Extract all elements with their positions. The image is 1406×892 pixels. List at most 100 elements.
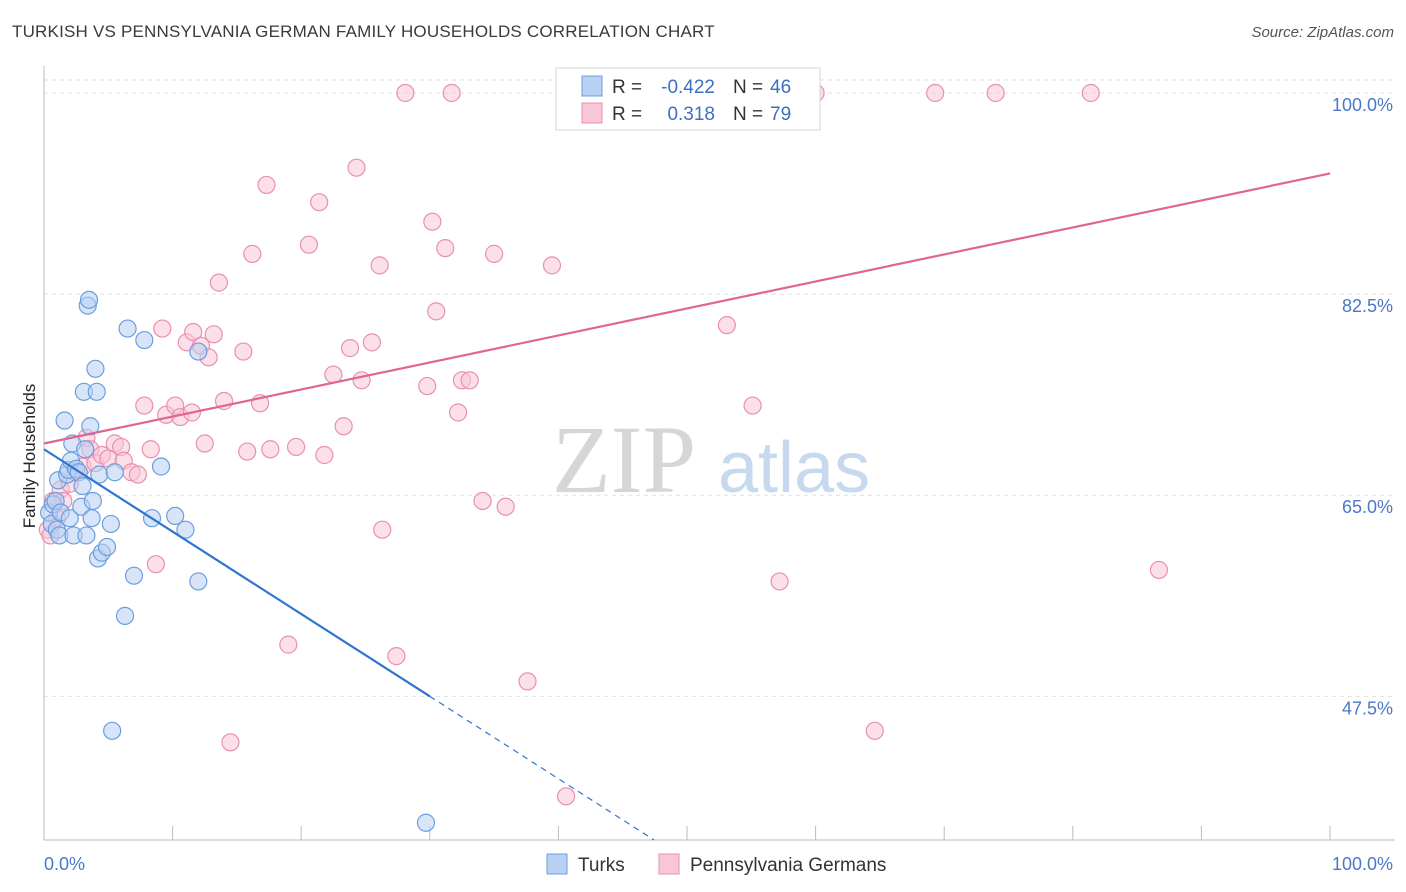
point-pennsylvania-germans bbox=[243, 244, 262, 263]
point-pennsylvania-germans bbox=[257, 175, 276, 195]
point-pennsylvania-germans bbox=[286, 437, 306, 457]
point-pennsylvania-germans bbox=[340, 339, 360, 358]
point-turks bbox=[82, 509, 101, 528]
legend-bottom-swatch-turks bbox=[546, 853, 568, 875]
y-tick-label: 100.0% bbox=[1332, 95, 1393, 115]
point-pennsylvania-germans bbox=[865, 721, 884, 740]
point-pennsylvania-germans bbox=[418, 376, 437, 396]
point-turks bbox=[189, 572, 208, 591]
legend-swatch-pg bbox=[581, 102, 603, 124]
legend-series: Turks Pennsylvania Germans bbox=[546, 853, 886, 876]
legend-n-value-turks: 46 bbox=[770, 77, 791, 98]
point-turks bbox=[101, 514, 120, 534]
chart-title: TURKISH VS PENNSYLVANIA GERMAN FAMILY HO… bbox=[12, 22, 715, 41]
axes: 47.5% 65.0% 82.5% 100.0% 0.0% 100.0% bbox=[43, 66, 1395, 874]
y-tick-label: 82.5% bbox=[1342, 296, 1393, 316]
point-pennsylvania-germans bbox=[209, 273, 228, 292]
point-pennsylvania-germans bbox=[195, 434, 214, 453]
point-pennsylvania-germans bbox=[1081, 83, 1100, 103]
point-pennsylvania-germans bbox=[141, 440, 160, 459]
point-pennsylvania-germans bbox=[448, 403, 468, 422]
point-pennsylvania-germans bbox=[770, 572, 789, 591]
point-turks bbox=[166, 506, 185, 526]
watermark-zip: ZIP bbox=[552, 406, 696, 513]
point-pennsylvania-germans bbox=[460, 371, 479, 390]
point-pennsylvania-germans bbox=[423, 212, 442, 231]
watermark: ZIP atlas bbox=[552, 406, 870, 513]
point-turks bbox=[189, 342, 208, 361]
point-turks bbox=[73, 476, 92, 496]
trend-line-pennsylvania-germans bbox=[43, 172, 1331, 445]
point-turks bbox=[115, 606, 135, 625]
point-pennsylvania-germans bbox=[221, 733, 240, 752]
legend-swatch-turks bbox=[581, 75, 603, 97]
point-pennsylvania-germans bbox=[334, 417, 353, 436]
point-pennsylvania-germans bbox=[128, 465, 147, 484]
legend-bottom-label-pg: Pennsylvania Germans bbox=[690, 855, 886, 876]
legend-stats: R = -0.422 N = 46 R = 0.318 N = 79 bbox=[555, 67, 821, 131]
point-pennsylvania-germans bbox=[299, 235, 319, 254]
trend-lines bbox=[43, 172, 1331, 841]
chart-source: Source: ZipAtlas.com bbox=[1251, 24, 1394, 41]
point-pennsylvania-germans bbox=[347, 158, 366, 177]
legend-n-label-pg: N = bbox=[733, 104, 763, 125]
grid-lines bbox=[44, 79, 1395, 697]
point-turks bbox=[87, 382, 106, 401]
y-tick-label: 47.5% bbox=[1342, 698, 1393, 718]
point-turks bbox=[118, 319, 137, 338]
point-pennsylvania-germans bbox=[352, 371, 371, 390]
point-turks bbox=[124, 566, 144, 585]
point-pennsylvania-germans bbox=[436, 239, 455, 258]
point-turks bbox=[79, 290, 99, 309]
point-pennsylvania-germans bbox=[315, 445, 334, 465]
point-pennsylvania-germans bbox=[387, 647, 406, 666]
legend-r-label-turks: R = bbox=[612, 77, 642, 98]
point-turks bbox=[86, 359, 105, 378]
point-pennsylvania-germans bbox=[427, 302, 446, 321]
point-turks bbox=[60, 509, 79, 528]
point-pennsylvania-germans bbox=[153, 319, 172, 338]
point-pennsylvania-germans bbox=[279, 635, 298, 654]
point-pennsylvania-germans bbox=[442, 83, 461, 103]
legend-r-label-pg: R = bbox=[612, 104, 642, 125]
point-pennsylvania-germans bbox=[717, 316, 736, 335]
point-pennsylvania-germans bbox=[238, 442, 257, 461]
legend-bottom-label-turks: Turks bbox=[578, 855, 625, 876]
point-pennsylvania-germans bbox=[986, 83, 1005, 103]
watermark-atlas: atlas bbox=[718, 428, 870, 508]
point-pennsylvania-germans bbox=[485, 244, 504, 263]
point-pennsylvania-germans bbox=[370, 256, 389, 275]
point-pennsylvania-germans bbox=[362, 333, 382, 352]
point-turks bbox=[55, 411, 74, 430]
point-pennsylvania-germans bbox=[204, 325, 223, 344]
point-pennsylvania-germans bbox=[184, 322, 203, 342]
point-pennsylvania-germans bbox=[146, 555, 165, 574]
point-turks bbox=[151, 457, 171, 476]
point-turks bbox=[105, 463, 124, 482]
point-turks bbox=[135, 330, 154, 350]
trend-line-turks bbox=[43, 448, 431, 698]
point-turks bbox=[83, 491, 102, 511]
point-pennsylvania-germans bbox=[261, 440, 280, 459]
point-pennsylvania-germans bbox=[1149, 560, 1169, 580]
point-pennsylvania-germans bbox=[473, 491, 492, 511]
point-pennsylvania-germans bbox=[518, 672, 537, 691]
point-turks bbox=[76, 440, 95, 459]
trend-line-turks-extension bbox=[429, 695, 655, 841]
point-pennsylvania-germans bbox=[926, 83, 945, 103]
point-turks bbox=[103, 721, 122, 740]
x-tick-label-max: 100.0% bbox=[1332, 854, 1393, 874]
legend-r-value-turks: -0.422 bbox=[661, 77, 715, 98]
point-turks bbox=[176, 520, 195, 539]
legend-n-label-turks: N = bbox=[733, 77, 763, 98]
point-turks bbox=[77, 526, 96, 545]
legend-n-value-pg: 79 bbox=[770, 104, 791, 125]
point-pennsylvania-germans bbox=[396, 83, 415, 103]
point-pennsylvania-germans bbox=[135, 396, 154, 415]
point-turks bbox=[97, 537, 117, 557]
legend-r-value-pg: 0.318 bbox=[667, 104, 715, 125]
point-turks bbox=[416, 813, 436, 832]
point-pennsylvania-germans bbox=[496, 497, 515, 516]
legend-bottom-swatch-pg bbox=[658, 853, 680, 875]
